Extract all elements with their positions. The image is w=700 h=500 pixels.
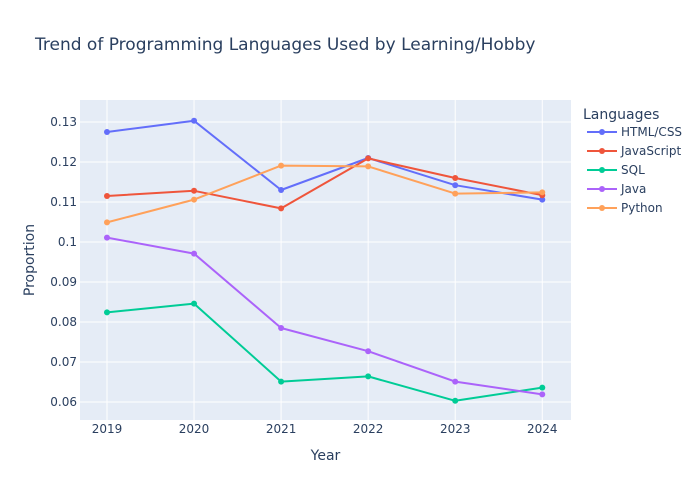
data-point[interactable] [103, 219, 110, 226]
data-point[interactable] [103, 193, 110, 199]
legend-item[interactable]: HTML/CSS [587, 125, 682, 139]
series-line[interactable] [106, 157, 543, 210]
y-tick-label: 0.12 [50, 155, 77, 169]
data-point[interactable] [539, 196, 546, 203]
data-point[interactable] [452, 190, 459, 197]
data-point[interactable] [452, 175, 459, 181]
legend-item[interactable]: Python [587, 201, 663, 215]
legend-swatch-marker [599, 186, 605, 192]
x-axis-label: Year [310, 448, 341, 464]
data-point[interactable] [365, 348, 372, 355]
data-point[interactable] [278, 162, 285, 169]
series-line[interactable] [106, 236, 543, 396]
gridlines [80, 100, 571, 420]
data-point[interactable] [103, 234, 110, 241]
y-axis-label: Proportion [22, 224, 38, 296]
series-java[interactable] [103, 234, 546, 398]
legend-swatch-marker [599, 148, 605, 154]
y-tick-label: 0.09 [50, 275, 77, 289]
legend-item[interactable]: JavaScript [587, 144, 681, 158]
y-tick-label: 0.11 [50, 195, 77, 209]
x-tick-label: 2021 [266, 422, 297, 436]
data-point[interactable] [191, 196, 198, 203]
x-axis-ticks: 2019 2020 2021 2022 2023 2024 [92, 422, 558, 436]
data-point[interactable] [278, 325, 285, 331]
series-javascript[interactable] [103, 155, 546, 212]
y-tick-label: 0.08 [50, 315, 77, 329]
data-point[interactable] [539, 391, 546, 398]
legend[interactable]: Languages HTML/CSS JavaScript SQL Java Pytho… [583, 107, 682, 215]
legend-swatch-marker [599, 167, 605, 173]
data-point[interactable] [452, 378, 459, 385]
y-tick-label: 0.07 [50, 355, 77, 369]
data-point[interactable] [539, 384, 546, 391]
x-tick-label: 2020 [179, 422, 210, 436]
legend-item[interactable]: SQL [587, 163, 645, 177]
x-tick-label: 2022 [353, 422, 384, 436]
legend-item[interactable]: Java [587, 182, 646, 196]
y-tick-label: 0.1 [58, 235, 77, 249]
data-point[interactable] [191, 187, 198, 194]
y-axis-ticks: 0.06 0.07 0.08 0.09 0.1 0.11 0.12 0.13 [50, 115, 77, 409]
plot-area [80, 100, 571, 420]
data-point[interactable] [365, 373, 372, 380]
series-line[interactable] [106, 164, 543, 224]
data-point[interactable] [191, 117, 198, 124]
data-point[interactable] [103, 309, 110, 316]
legend-title: Languages [583, 107, 659, 123]
x-tick-label: 2019 [92, 422, 123, 436]
series-sql[interactable] [103, 300, 546, 404]
series-line[interactable] [106, 119, 543, 201]
legend-label: Python [621, 201, 663, 215]
series-html-css[interactable] [103, 117, 546, 203]
legend-swatch-marker [599, 205, 605, 211]
data-point[interactable] [278, 187, 285, 193]
series-lines[interactable] [103, 117, 546, 404]
legend-items[interactable]: HTML/CSS JavaScript SQL Java Python [587, 125, 682, 215]
data-point[interactable] [365, 163, 372, 170]
data-point[interactable] [191, 250, 198, 257]
x-tick-label: 2024 [527, 422, 558, 436]
data-point[interactable] [278, 378, 285, 385]
legend-label: JavaScript [620, 144, 681, 158]
y-tick-label: 0.13 [50, 115, 77, 129]
legend-label: SQL [621, 163, 645, 177]
data-point[interactable] [103, 129, 110, 135]
data-point[interactable] [191, 300, 198, 307]
data-point[interactable] [452, 182, 459, 189]
data-point[interactable] [365, 155, 372, 162]
legend-label: HTML/CSS [621, 125, 682, 139]
series-line[interactable] [106, 302, 543, 402]
data-point[interactable] [539, 189, 546, 196]
series-python[interactable] [103, 162, 546, 226]
data-point[interactable] [452, 397, 459, 404]
x-tick-label: 2023 [440, 422, 471, 436]
legend-swatch-marker [599, 129, 605, 135]
data-point[interactable] [278, 205, 285, 212]
legend-label: Java [620, 182, 646, 196]
chart-title: Trend of Programming Languages Used by L… [34, 35, 535, 55]
y-tick-label: 0.06 [50, 395, 77, 409]
